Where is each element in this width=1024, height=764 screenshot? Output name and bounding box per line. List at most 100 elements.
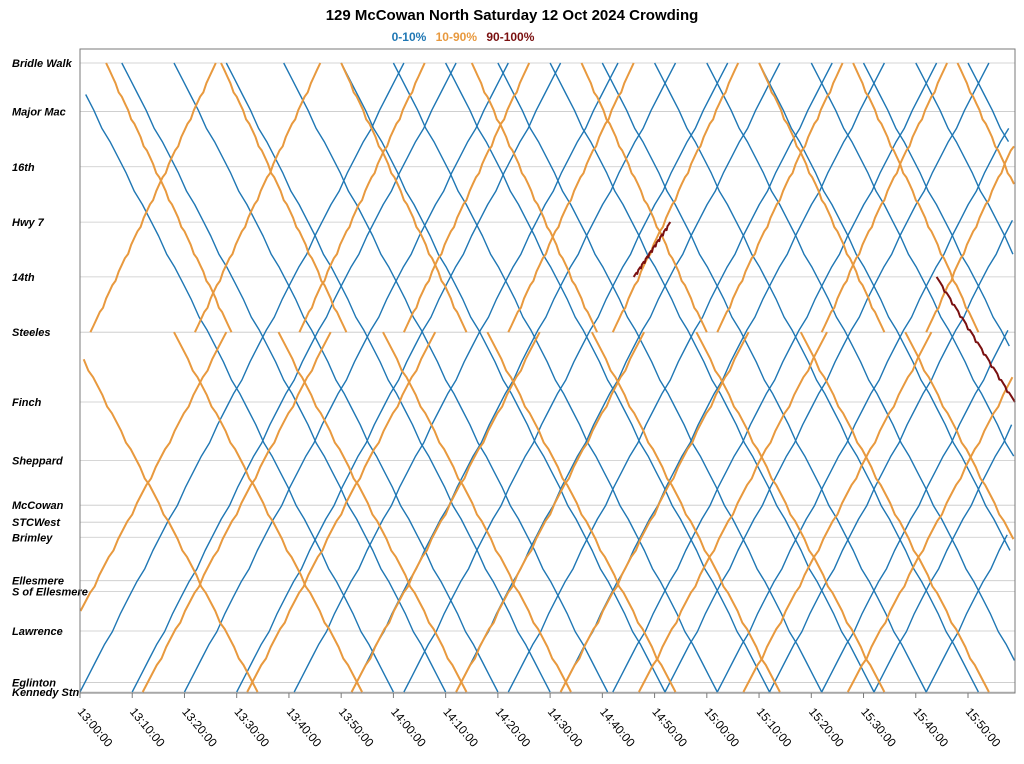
trip-line-southbound-10-90	[852, 62, 980, 333]
trip-line-northbound-10-90	[298, 62, 426, 333]
x-tick-label: 15:50:00	[963, 705, 1004, 750]
trip-line-southbound-10-90	[220, 62, 348, 333]
trip-line-southbound-0-10	[121, 62, 447, 693]
trip-line-northbound-0-10	[403, 62, 729, 693]
stop-label-14th: 14th	[12, 272, 35, 284]
trip-line-northbound-10-90	[820, 62, 949, 333]
trip-line-northbound-0-10	[716, 128, 1010, 693]
stop-label-kennedy-stn: Kennedy Stn	[12, 687, 80, 699]
trip-line-northbound-10-90	[559, 331, 750, 693]
trip-line-northbound-10-90	[246, 331, 437, 693]
trip-line-southbound-0-10	[497, 62, 823, 693]
trip-line-southbound-10-90	[340, 62, 468, 333]
trip-line-northbound-0-10	[873, 424, 1013, 693]
trip-line-northbound-10-90	[716, 62, 844, 333]
x-tick-label: 14:50:00	[649, 705, 690, 750]
trip-line-southbound-10-90	[382, 331, 572, 693]
stop-label-brimley: Brimley	[12, 532, 53, 544]
trip-line-northbound-0-10	[925, 534, 1008, 693]
trip-line-southbound-10-90	[956, 62, 1015, 185]
x-tick-label: 13:50:00	[336, 705, 377, 750]
x-tick-label: 14:00:00	[388, 705, 429, 750]
trip-line-northbound-0-10	[131, 62, 457, 693]
plot-frame	[79, 48, 1016, 694]
x-tick-label: 13:00:00	[75, 705, 116, 750]
stop-label-eglinton: Eglinton	[12, 678, 56, 690]
stop-label-s-of-ellesmere: S of Ellesmere	[12, 586, 88, 598]
trip-line-southbound-10-90	[82, 358, 259, 693]
x-tick-label: 13:20:00	[179, 705, 220, 750]
trip-line-southbound-10-90	[486, 331, 677, 693]
y-axis-labels: Bridle Walk Major Mac 16th Hwy 7 14th Steeles…	[12, 58, 88, 699]
gridlines	[80, 62, 1015, 693]
chart-title: 129 McCowan North Saturday 12 Oct 2024 C…	[325, 7, 699, 24]
trip-line-southbound-0-10	[601, 62, 927, 693]
legend: 0-10% 10-90% 90-100%	[0, 30, 926, 44]
trip-line-northbound-0-10	[350, 62, 677, 693]
x-tick-label: 14:40:00	[597, 705, 638, 750]
trip-line-northbound-10-90	[846, 376, 1014, 693]
trip-line-northbound-0-10	[768, 219, 1014, 693]
trip-line-southbound-0-10	[444, 62, 771, 693]
trip-line-southbound-0-10	[173, 62, 499, 693]
x-tick-label: 14:20:00	[493, 705, 534, 750]
x-tick-label: 13:40:00	[284, 705, 325, 750]
trip-line-northbound-10-90	[141, 331, 332, 693]
trip-line-southbound-0-10	[758, 62, 1011, 551]
trip-line-northbound-10-90	[455, 331, 645, 693]
stop-label-16th: 16th	[12, 162, 35, 174]
stop-label-hwy-7: Hwy 7	[12, 217, 45, 229]
trip-line-northbound-0-10	[559, 62, 886, 693]
stop-label-finch: Finch	[12, 397, 42, 409]
trip-line-northbound-10-90	[350, 331, 541, 693]
x-tick-label: 15:30:00	[858, 705, 899, 750]
trip-line-northbound-0-10	[821, 329, 1009, 693]
trip-line-southbound-0-10	[549, 62, 875, 693]
stop-label-ellesmere: Ellesmere	[12, 576, 64, 588]
trip-line-southbound-0-10	[967, 62, 1010, 142]
x-tick-label: 13:10:00	[127, 705, 168, 750]
trip-line-northbound-10-90	[79, 331, 228, 612]
trip-line-southbound-0-10	[862, 62, 1010, 347]
x-tick-label: 13:30:00	[231, 705, 272, 750]
trip-line-northbound-0-10	[612, 62, 938, 693]
trip-line-southbound-10-90	[580, 62, 708, 333]
trip-line-southbound-0-10	[810, 62, 1015, 457]
trip-line-northbound-10-90	[638, 331, 828, 693]
trip-line-northbound-0-10	[293, 62, 619, 693]
trip-line-northbound-0-10	[507, 62, 833, 693]
trip-line-southbound-0-10	[85, 94, 395, 693]
trip-line-southbound-0-10	[225, 62, 551, 693]
x-tick-label: 14:30:00	[545, 705, 586, 750]
trip-line-southbound-0-10	[392, 62, 718, 693]
trip-line-southbound-10-90	[591, 331, 781, 693]
trip-line-southbound-10-90	[470, 62, 599, 333]
trip-line-northbound-10-90	[193, 62, 322, 333]
trip-line-southbound-90-100	[935, 276, 1016, 403]
trip-line-southbound-0-10	[340, 62, 666, 693]
trip-line-southbound-0-10	[653, 62, 980, 693]
trip-line-northbound-10-90	[742, 331, 933, 693]
x-tick-label: 15:20:00	[806, 705, 847, 750]
x-tick-label: 15:40:00	[910, 705, 951, 750]
x-tick-label: 15:00:00	[702, 705, 743, 750]
trip-line-southbound-10-90	[799, 331, 990, 693]
stop-label-bridle-walk: Bridle Walk	[12, 58, 73, 70]
x-tick-label: 14:10:00	[440, 705, 481, 750]
trip-line-northbound-0-10	[183, 62, 509, 693]
trip-line-northbound-10-90	[611, 62, 740, 333]
legend-item-low: 0-10%	[391, 30, 427, 44]
trip-line-northbound-0-10	[664, 62, 990, 693]
x-tick-label: 15:10:00	[754, 705, 795, 750]
trip-line-southbound-10-90	[904, 331, 1015, 540]
trip-line-northbound-90-100	[632, 221, 672, 278]
stop-label-steeles: Steeles	[12, 327, 51, 339]
trip-line-southbound-0-10	[706, 62, 1016, 661]
series-layer	[79, 62, 1016, 693]
trip-line-southbound-10-90	[173, 331, 363, 693]
x-axis-ticks: 13:00:00 13:10:00 13:20:00 13:30:00 13:40:00…	[75, 693, 1004, 750]
stop-label-lawrence: Lawrence	[12, 626, 63, 638]
trip-line-northbound-10-90	[925, 145, 1015, 333]
stop-label-sheppard: Sheppard	[12, 456, 63, 468]
